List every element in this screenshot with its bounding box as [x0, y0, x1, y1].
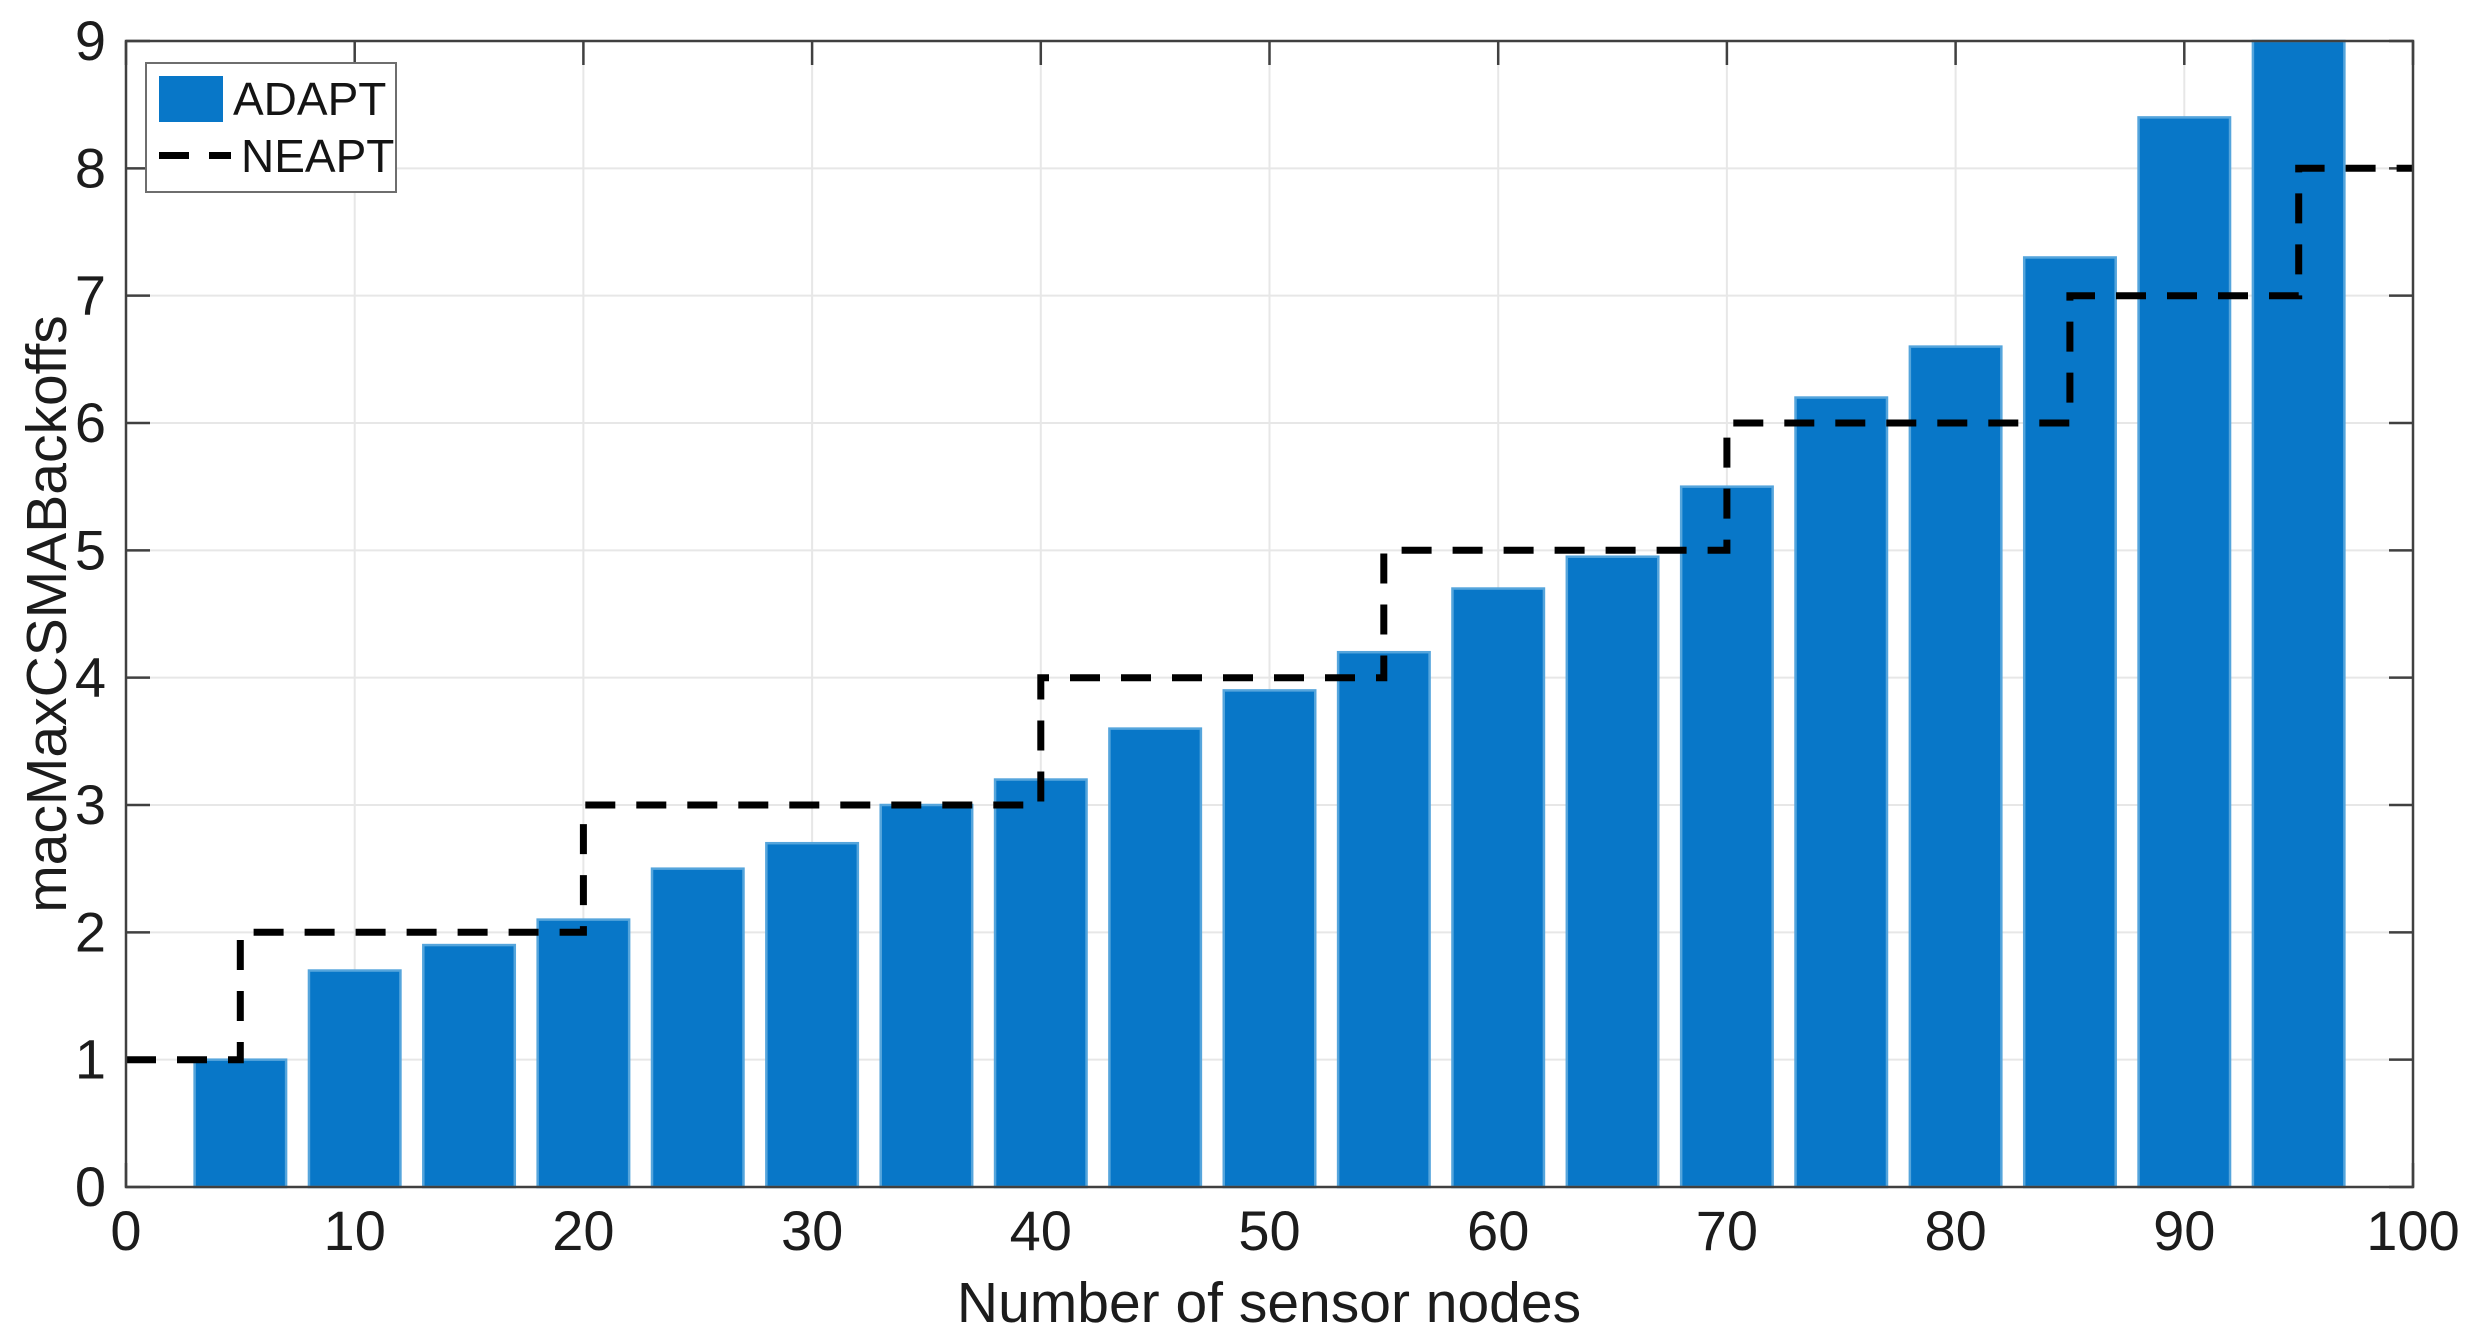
x-axis-label: Number of sensor nodes — [957, 1271, 1581, 1335]
bar — [1108, 727, 1203, 1189]
bar — [536, 918, 631, 1189]
neapt-dashed-line-icon — [159, 152, 231, 160]
bar — [1451, 587, 1546, 1189]
bar — [2137, 116, 2232, 1189]
y-tick-label: 9 — [75, 9, 106, 72]
y-axis-label: macMaxCSMABackoffs — [15, 315, 79, 913]
step-line-neapt — [126, 164, 2413, 1064]
x-tick-label: 30 — [781, 1199, 843, 1262]
legend: ADAPT NEAPT — [145, 62, 397, 193]
bar — [307, 969, 402, 1189]
bar — [1679, 485, 1774, 1189]
bar — [1908, 345, 2003, 1189]
x-tick-label: 70 — [1696, 1199, 1758, 1262]
x-tick-label: 40 — [1010, 1199, 1072, 1262]
bar — [1565, 555, 1660, 1189]
bar — [993, 778, 1088, 1189]
y-tick-label: 5 — [75, 518, 106, 581]
bar — [879, 803, 974, 1189]
x-tick-label: 60 — [1467, 1199, 1529, 1262]
x-tick-label: 90 — [2153, 1199, 2215, 1262]
x-tick-label: 10 — [324, 1199, 386, 1262]
legend-item-adapt: ADAPT — [159, 73, 387, 126]
y-tick-label: 2 — [75, 900, 106, 963]
y-tick-label: 0 — [75, 1155, 106, 1218]
bar — [1794, 396, 1889, 1189]
bar — [1336, 650, 1431, 1189]
x-tick-label: 20 — [552, 1199, 614, 1262]
bar — [422, 943, 517, 1189]
legend-label-adapt: ADAPT — [233, 73, 387, 126]
y-tick-label: 3 — [75, 773, 106, 836]
bar — [650, 867, 745, 1189]
x-tick-label: 50 — [1238, 1199, 1300, 1262]
y-tick-label: 8 — [75, 136, 106, 199]
legend-label-neapt: NEAPT — [241, 129, 395, 182]
y-tick-label: 6 — [75, 391, 106, 454]
x-tick-label: 100 — [2366, 1199, 2459, 1262]
neapt-step-path — [126, 164, 2413, 1064]
axis-spines — [124, 39, 2415, 1189]
x-tick-label: 0 — [110, 1199, 141, 1262]
bar — [193, 1058, 288, 1189]
y-tick-label: 4 — [75, 646, 106, 709]
y-tick-label: 1 — [75, 1028, 106, 1091]
bar — [1222, 689, 1317, 1189]
legend-item-neapt: NEAPT — [159, 131, 394, 181]
adapt-swatch-icon — [159, 76, 223, 123]
x-tick-label: 80 — [1924, 1199, 1986, 1262]
axis-box — [124, 39, 2415, 1189]
bar — [765, 841, 860, 1189]
tick-labels: 0 10 20 30 40 50 60 70 80 90 100 0 1 2 3 4 5 6 7 8 9 — [75, 9, 2460, 1262]
y-tick-label: 7 — [75, 264, 106, 327]
